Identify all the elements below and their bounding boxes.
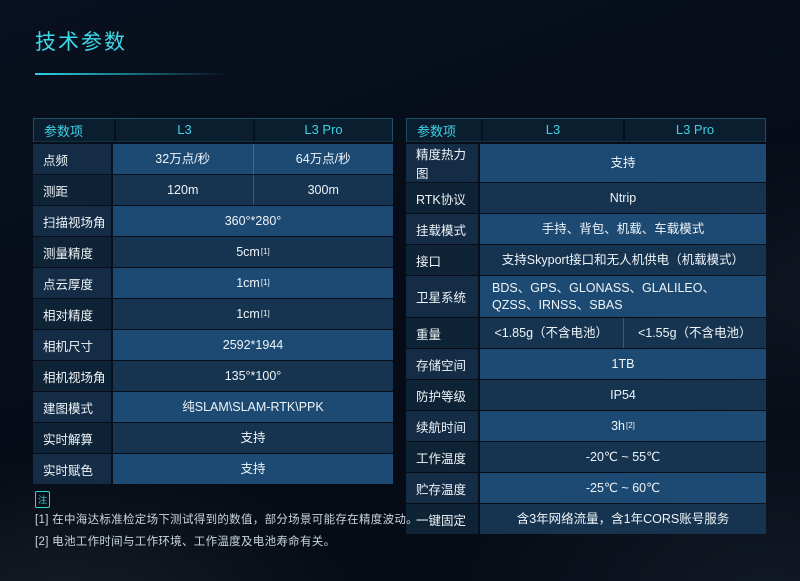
- row-label: 工作温度: [406, 442, 480, 472]
- table-row: 相对精度 1cm [1]: [33, 299, 393, 329]
- row-value: IP54: [480, 380, 766, 410]
- column-header-l3: L3: [114, 119, 253, 141]
- row-label: 实时赋色: [33, 454, 113, 484]
- table-row: 点频 32万点/秒 64万点/秒: [33, 144, 393, 174]
- row-value: 1TB: [480, 349, 766, 379]
- table-row: 相机视场角 135°*100°: [33, 361, 393, 391]
- table-row: 续航时间 3h [2]: [406, 411, 766, 441]
- row-label: 相对精度: [33, 299, 113, 329]
- title-underline: [35, 73, 227, 75]
- row-label: 接口: [406, 245, 480, 275]
- row-value: BDS、GPS、GLONASS、GLALILEO、QZSS、IRNSS、SBAS: [480, 276, 766, 317]
- row-value: 支持Skyport接口和无人机供电（机载模式）: [480, 245, 766, 275]
- row-value: 1cm [1]: [113, 299, 393, 329]
- table-row: 测量精度 5cm [1]: [33, 237, 393, 267]
- row-label: 卫星系统: [406, 276, 480, 317]
- row-label: 扫描视场角: [33, 206, 113, 236]
- row-label: 点云厚度: [33, 268, 113, 298]
- row-label: 贮存温度: [406, 473, 480, 503]
- column-header-param: 参数项: [44, 123, 84, 139]
- row-label: 测量精度: [33, 237, 113, 267]
- table-row: 重量 <1.85g（不含电池） <1.55g（不含电池）: [406, 318, 766, 348]
- row-label: 精度热力图: [406, 144, 480, 182]
- row-value: 支持: [480, 144, 766, 182]
- row-value: 支持: [113, 454, 393, 484]
- table-row: RTK协议 Ntrip: [406, 183, 766, 213]
- page-title: 技术参数: [35, 31, 127, 54]
- column-header-l3pro: L3 Pro: [623, 119, 765, 141]
- row-value: 5cm [1]: [113, 237, 393, 267]
- row-label: 相机尺寸: [33, 330, 113, 360]
- row-label: 续航时间: [406, 411, 480, 441]
- row-label: 测距: [33, 175, 113, 205]
- table-body: 点频 32万点/秒 64万点/秒 测距 120m 300m 扫描视场角 360°*280° 测量…: [33, 144, 393, 484]
- row-label: 重量: [406, 318, 480, 348]
- spec-table-right: 参数项 L3 L3 Pro 精度热力图 支持 RTK协议 Ntrip 挂载模式 手持、背包…: [406, 118, 766, 534]
- table-row: 点云厚度 1cm [1]: [33, 268, 393, 298]
- column-header-l3: L3: [481, 119, 623, 141]
- row-value: 含3年网络流量，含1年CORS账号服务: [480, 504, 766, 534]
- row-value: Ntrip: [480, 183, 766, 213]
- table-row: 接口 支持Skyport接口和无人机供电（机载模式）: [406, 245, 766, 275]
- table-row: 扫描视场角 360°*280°: [33, 206, 393, 236]
- row-value: -20℃ ~ 55℃: [480, 442, 766, 472]
- row-label: 挂载模式: [406, 214, 480, 244]
- row-value: 纯SLAM\SLAM-RTK\PPK: [113, 392, 393, 422]
- table-row: 精度热力图 支持: [406, 144, 766, 182]
- row-label: 点频: [33, 144, 113, 174]
- table-body: 精度热力图 支持 RTK协议 Ntrip 挂载模式 手持、背包、机载、车载模式 接口 支持Sk…: [406, 144, 766, 534]
- table-row: 一键固定 含3年网络流量，含1年CORS账号服务: [406, 504, 766, 534]
- row-value: 120m: [113, 175, 253, 205]
- row-value: 32万点/秒: [113, 144, 253, 174]
- table-row: 建图模式 纯SLAM\SLAM-RTK\PPK: [33, 392, 393, 422]
- table-row: 测距 120m 300m: [33, 175, 393, 205]
- footnote-line: [2] 电池工作时间与工作环境、工作温度及电池寿命有关。: [35, 536, 336, 548]
- table-row: 相机尺寸 2592*1944: [33, 330, 393, 360]
- table-row: 实时解算 支持: [33, 423, 393, 453]
- row-label: 一键固定: [406, 504, 480, 534]
- table-row: 挂载模式 手持、背包、机载、车载模式: [406, 214, 766, 244]
- row-label: 建图模式: [33, 392, 113, 422]
- row-label: 防护等级: [406, 380, 480, 410]
- row-value: 300m: [252, 175, 393, 205]
- row-value: 1cm [1]: [113, 268, 393, 298]
- row-value: 手持、背包、机载、车载模式: [480, 214, 766, 244]
- table-row: 防护等级 IP54: [406, 380, 766, 410]
- row-value: 360°*280°: [113, 206, 393, 236]
- column-header-l3pro: L3 Pro: [253, 119, 392, 141]
- table-row: 存储空间 1TB: [406, 349, 766, 379]
- table-header: 参数项 L3 L3 Pro: [33, 118, 393, 142]
- row-value: <1.85g（不含电池）: [480, 318, 623, 348]
- row-value: 2592*1944: [113, 330, 393, 360]
- note-badge-icon: 注: [35, 491, 50, 508]
- row-value: -25℃ ~ 60℃: [480, 473, 766, 503]
- row-value: 支持: [113, 423, 393, 453]
- column-header-param: 参数项: [417, 123, 457, 139]
- row-value: 3h [2]: [480, 411, 766, 441]
- table-row: 卫星系统 BDS、GPS、GLONASS、GLALILEO、QZSS、IRNSS、…: [406, 276, 766, 317]
- spec-table-left: 参数项 L3 L3 Pro 点频 32万点/秒 64万点/秒 测距 120m 300m 扫描…: [33, 118, 393, 484]
- footnote-line: [1] 在中海达标准检定场下测试得到的数值，部分场景可能存在精度波动。: [35, 514, 418, 526]
- row-value: <1.55g（不含电池）: [622, 318, 766, 348]
- table-row: 实时赋色 支持: [33, 454, 393, 484]
- row-label: 实时解算: [33, 423, 113, 453]
- row-value: 64万点/秒: [252, 144, 393, 174]
- row-label: 存储空间: [406, 349, 480, 379]
- row-value: 135°*100°: [113, 361, 393, 391]
- table-header: 参数项 L3 L3 Pro: [406, 118, 766, 142]
- table-row: 工作温度 -20℃ ~ 55℃: [406, 442, 766, 472]
- table-row: 贮存温度 -25℃ ~ 60℃: [406, 473, 766, 503]
- row-label: RTK协议: [406, 183, 480, 213]
- row-label: 相机视场角: [33, 361, 113, 391]
- footnotes: [1] 在中海达标准检定场下测试得到的数值，部分场景可能存在精度波动。 [2] …: [35, 509, 418, 553]
